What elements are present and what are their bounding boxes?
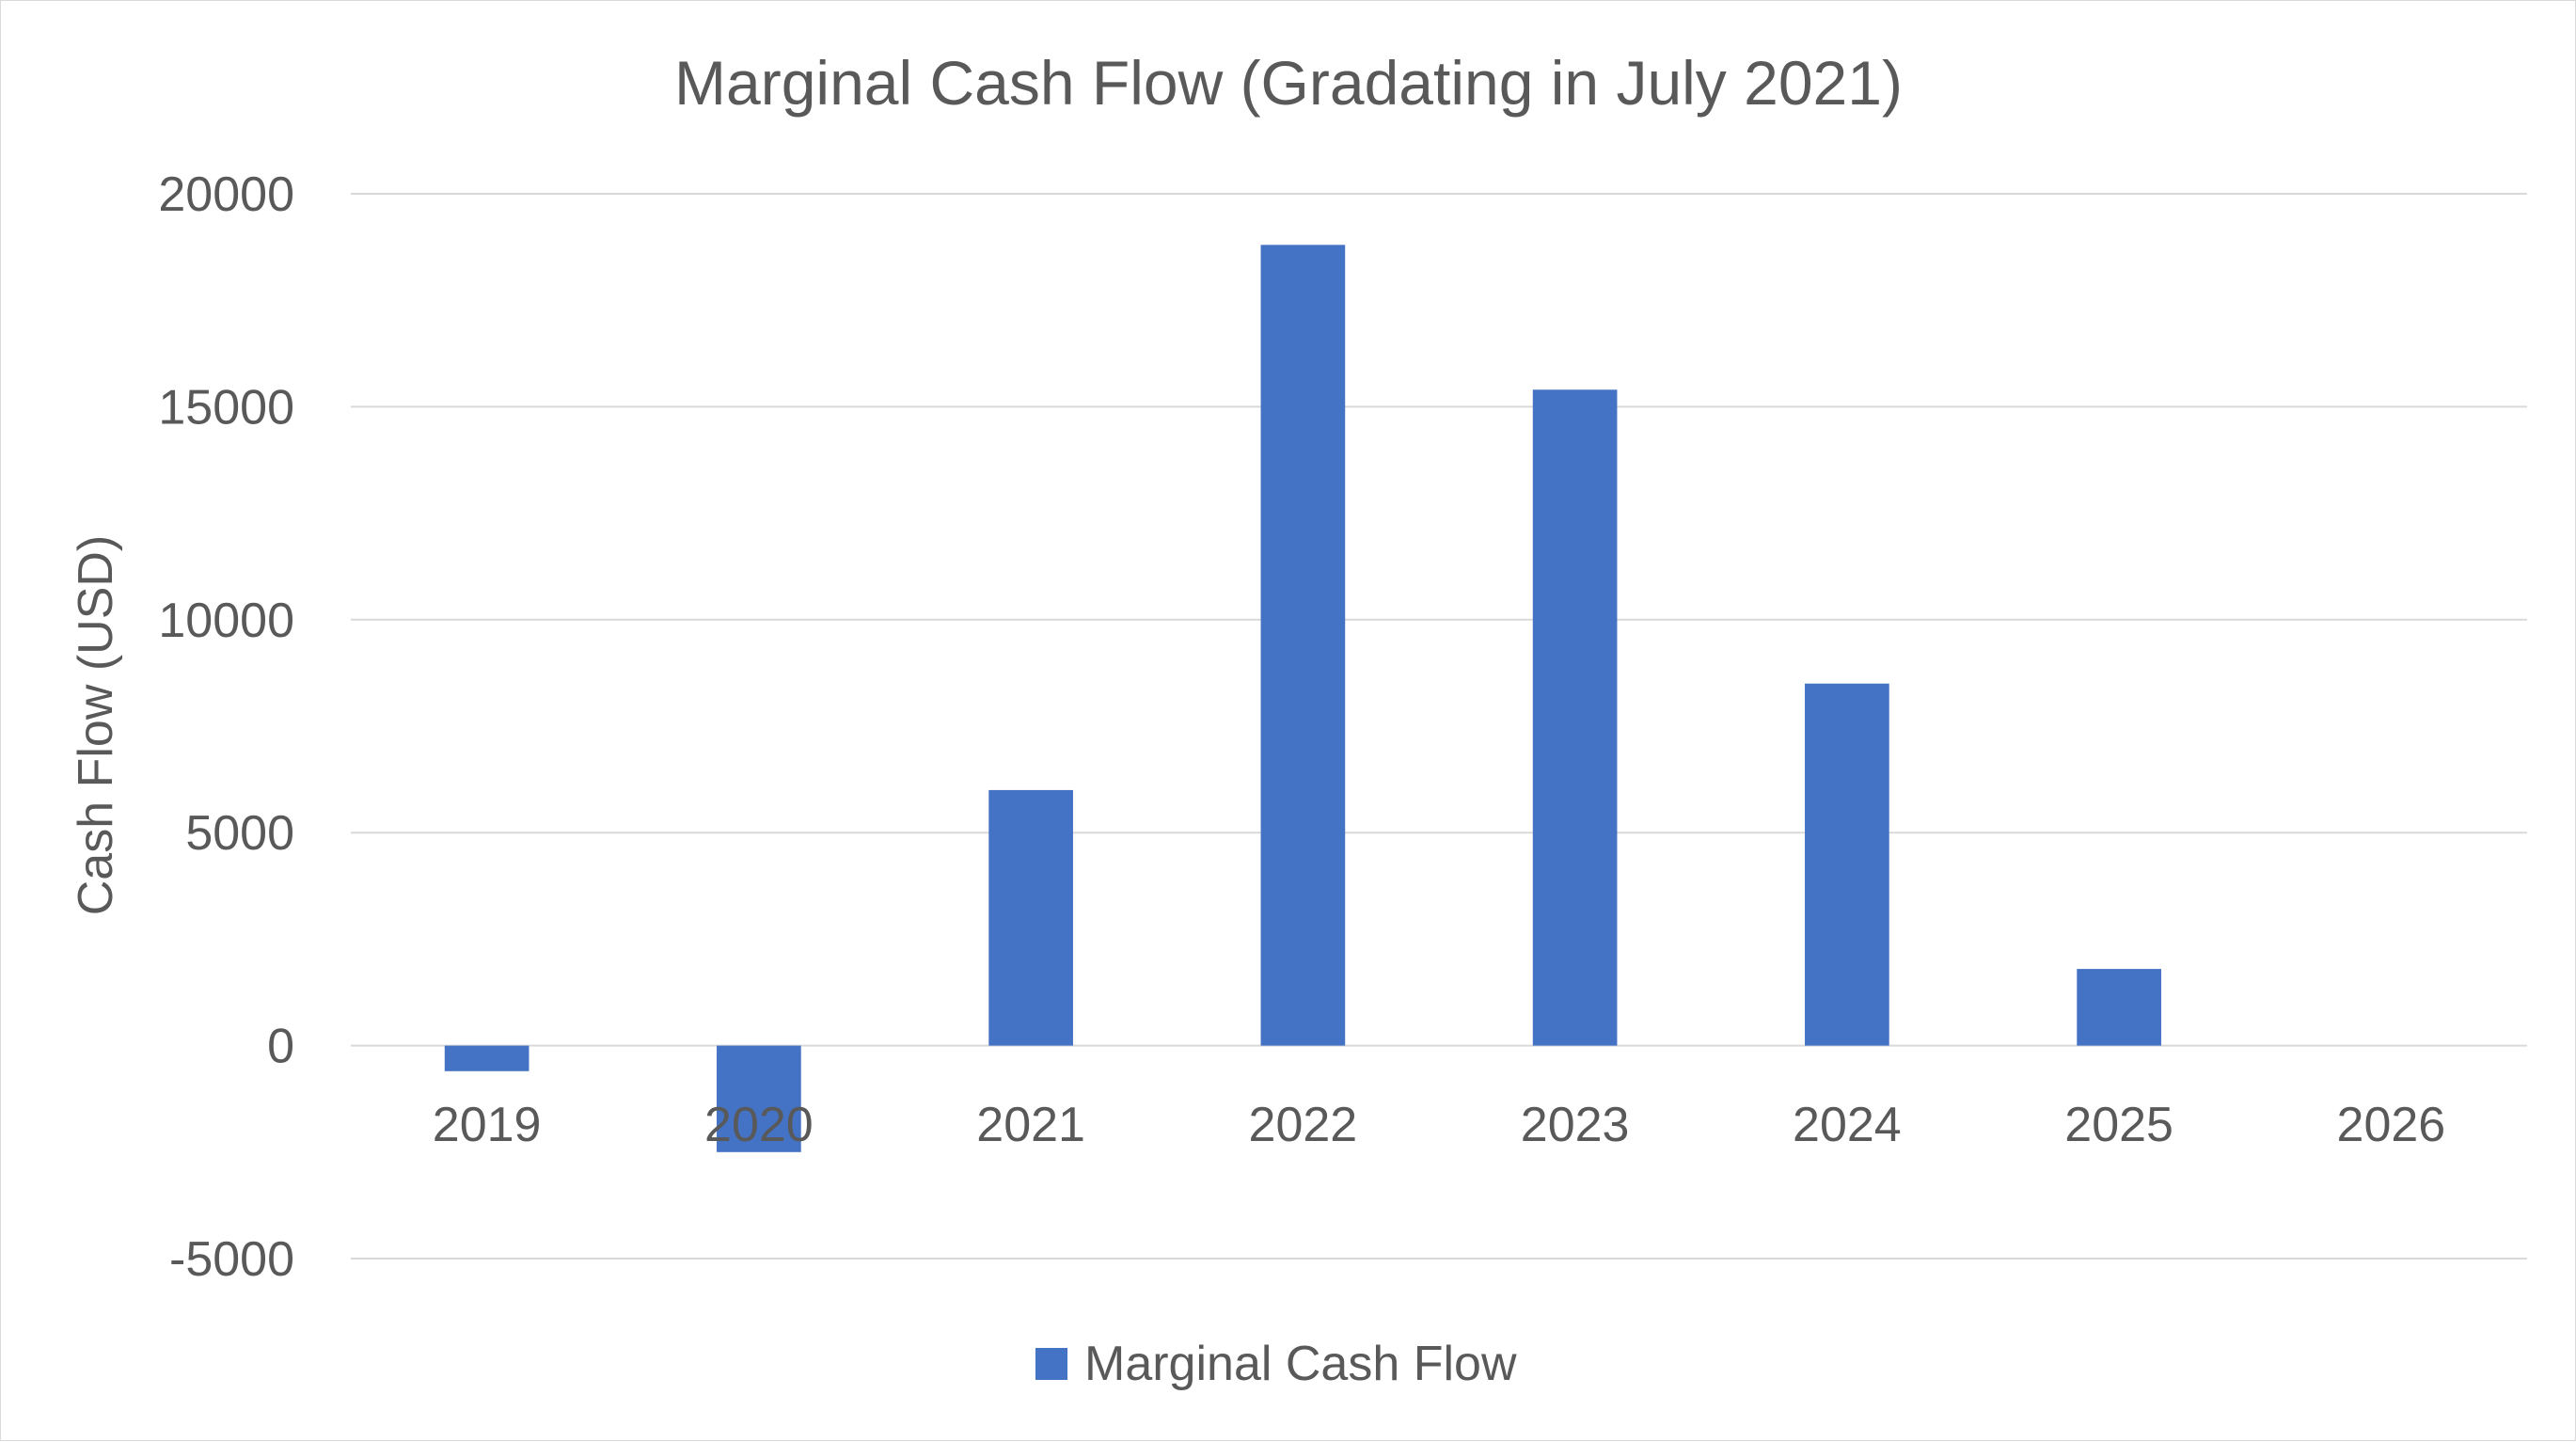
gridlines — [351, 193, 2527, 1260]
x-tick-label: 2020 — [704, 1098, 814, 1152]
legend-label: Marginal Cash Flow — [1084, 1337, 1517, 1391]
y-tick-label: 5000 — [185, 806, 294, 861]
y-axis-label: Cash Flow (USD) — [69, 535, 123, 916]
y-tick-label: 15000 — [158, 380, 294, 435]
y-tick-label: -5000 — [169, 1232, 294, 1287]
y-tick-label: 0 — [267, 1020, 294, 1074]
legend-swatch — [1035, 1348, 1067, 1380]
x-tick-label: 2021 — [976, 1098, 1085, 1152]
bar-2025 — [2077, 969, 2161, 1046]
bar-2022 — [1260, 245, 1346, 1046]
x-tick-label: 2026 — [2337, 1098, 2446, 1152]
bar-2020 — [717, 1045, 801, 1152]
legend: Marginal Cash Flow — [1035, 1337, 1517, 1391]
y-tick-label: 20000 — [158, 167, 294, 222]
bar-2023 — [1532, 389, 1618, 1046]
bar-2024 — [1805, 683, 1889, 1046]
bar-2019 — [444, 1045, 529, 1071]
bar-2021 — [988, 789, 1073, 1046]
x-tick-label: 2023 — [1521, 1098, 1630, 1152]
x-tick-label: 2022 — [1249, 1098, 1358, 1152]
bars — [444, 245, 2161, 1152]
x-tick-label: 2019 — [433, 1098, 542, 1152]
y-tick-label: 10000 — [158, 594, 294, 648]
y-tick-labels: -5000 0 5000 10000 15000 20000 — [158, 167, 294, 1287]
chart-title: Marginal Cash Flow (Gradating in July 20… — [674, 48, 1903, 118]
x-tick-labels: 2019 2020 2021 2022 2023 2024 2025 2026 — [433, 1098, 2445, 1152]
x-tick-label: 2024 — [1793, 1098, 1902, 1152]
x-tick-label: 2025 — [2064, 1098, 2173, 1152]
